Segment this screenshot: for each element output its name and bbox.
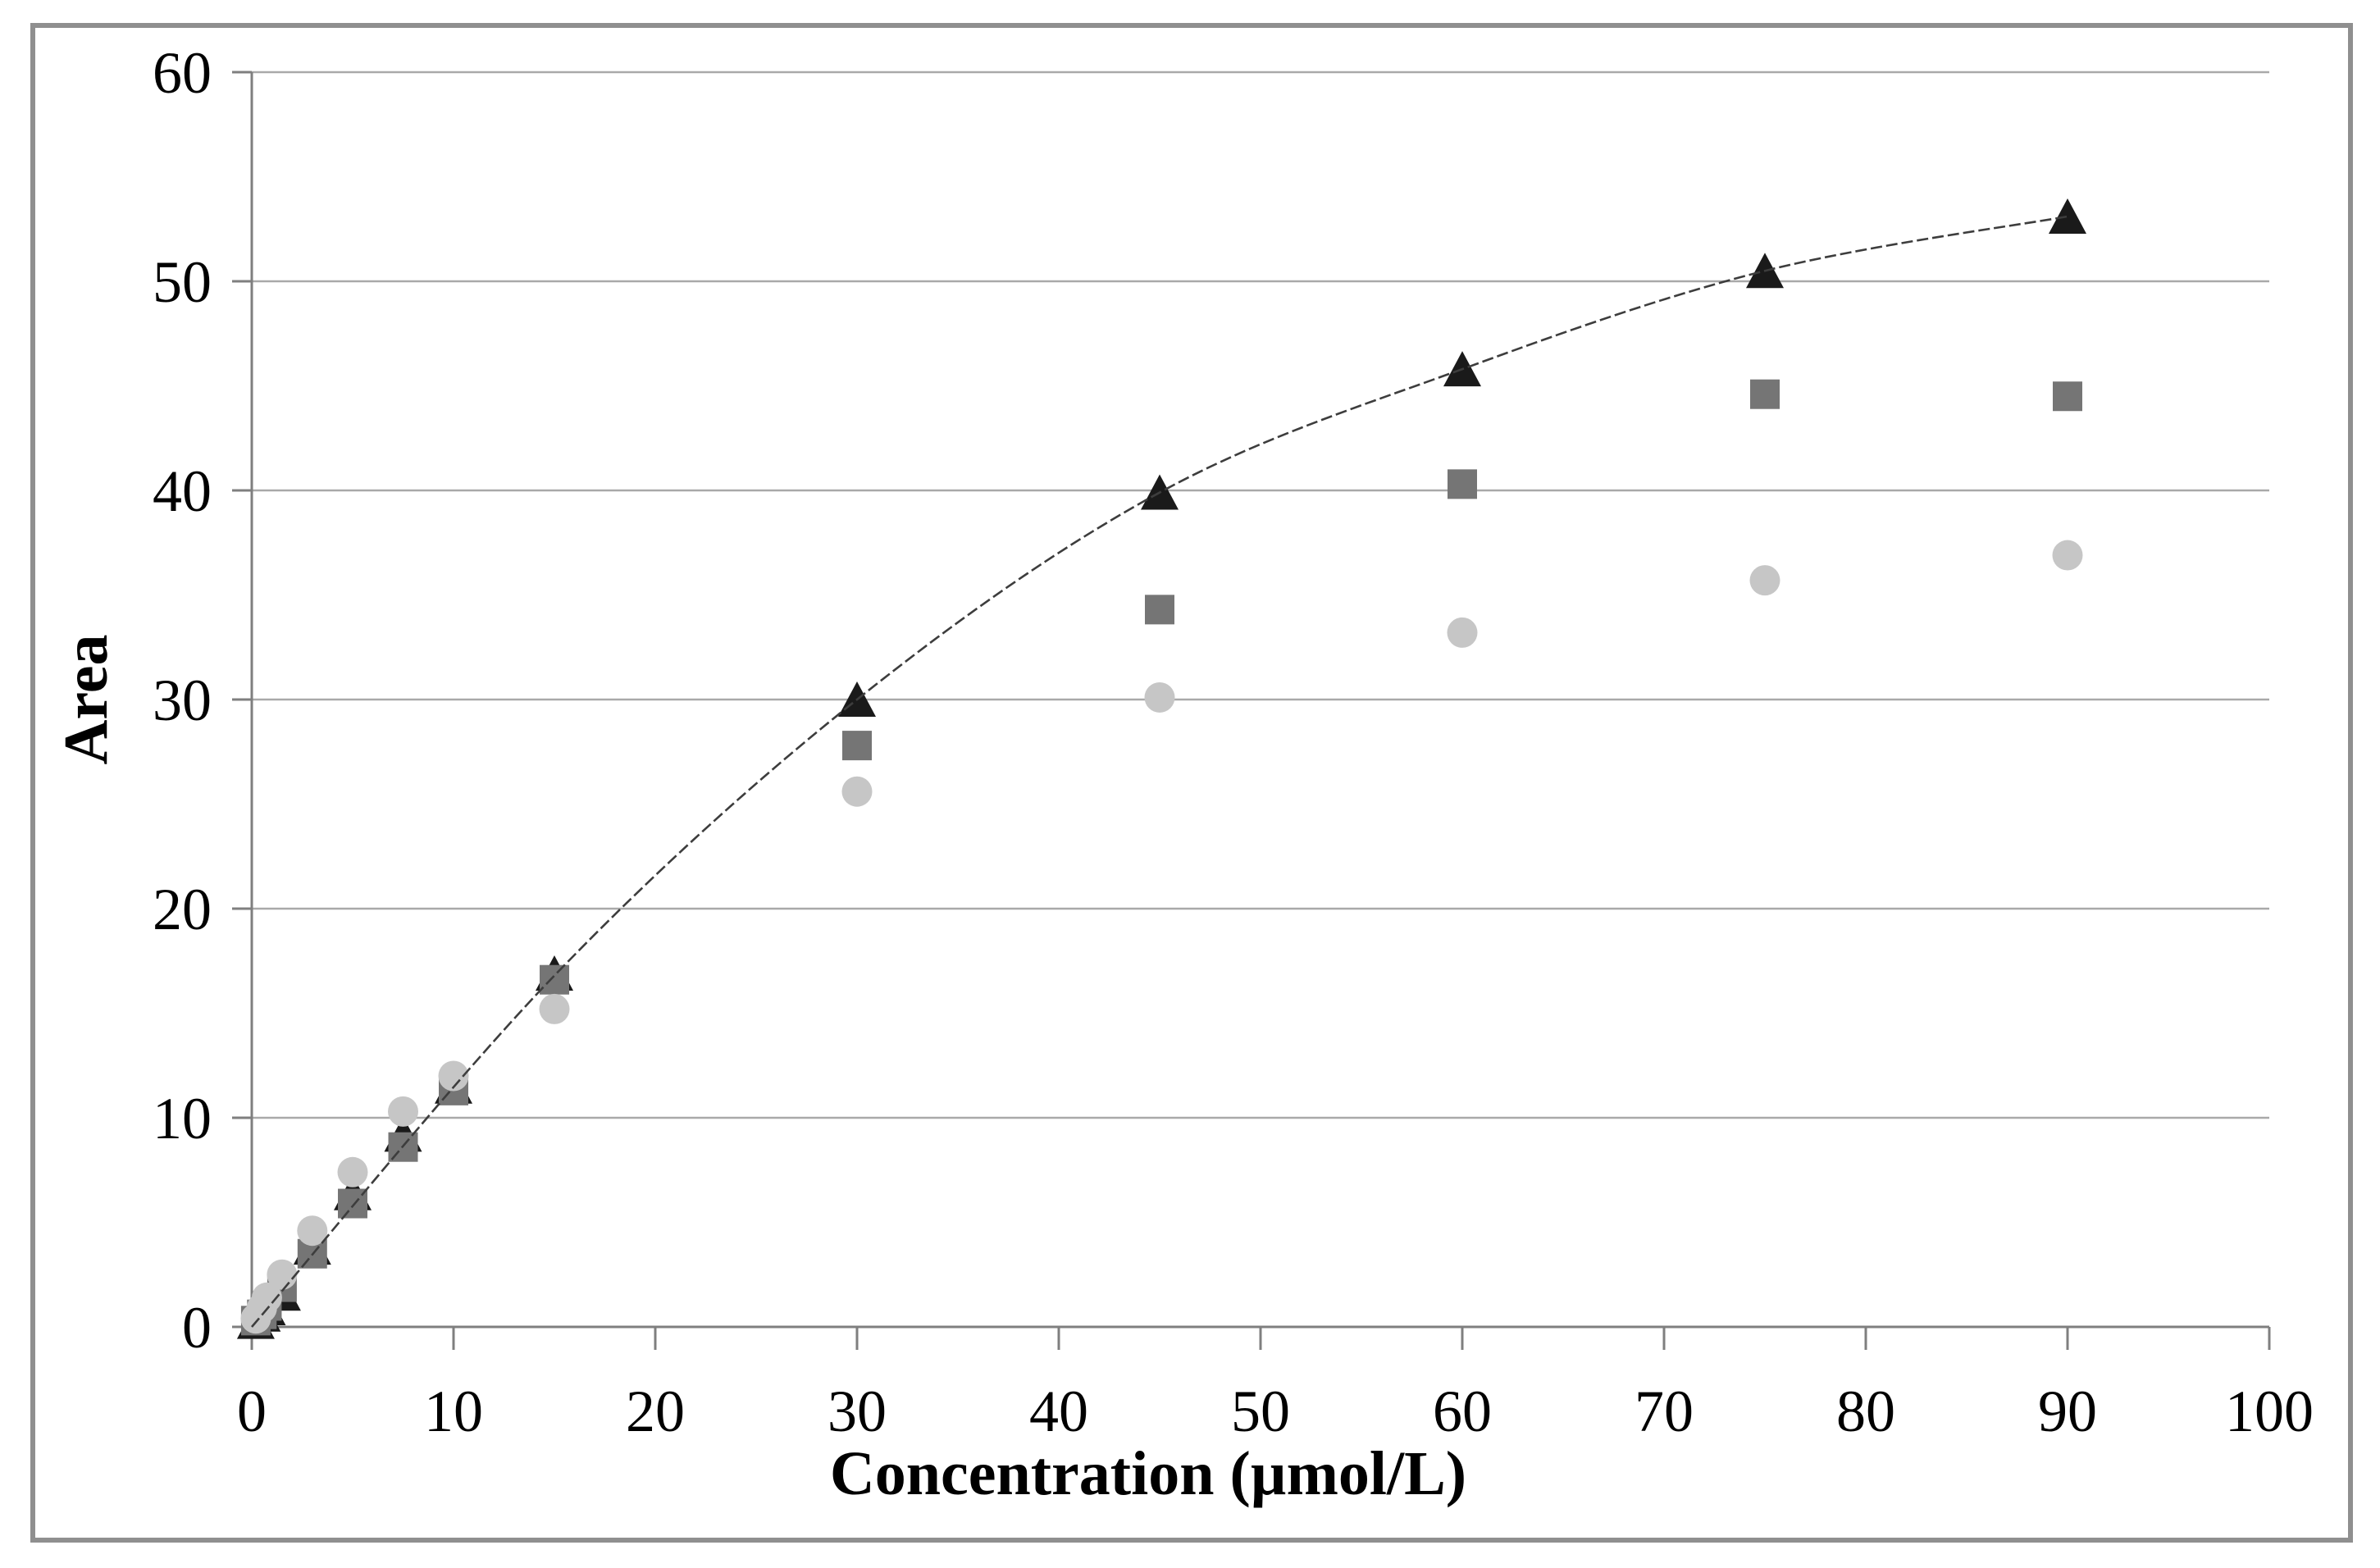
marker-circle: [2052, 540, 2083, 571]
x-tick-label: 30: [828, 1379, 887, 1444]
y-tick-label: 40: [153, 458, 212, 524]
figure-border: [30, 23, 2353, 1543]
marker-square: [842, 731, 872, 761]
marker-triangle: [2049, 198, 2086, 234]
y-tick-label: 50: [153, 249, 212, 315]
x-tick-label: 10: [424, 1379, 483, 1444]
fit-curve: [251, 215, 2068, 1328]
y-axis-title: Area: [52, 635, 121, 765]
x-axis-title: Concentration (µmol/L): [830, 1439, 1466, 1508]
x-tick-label: 80: [1836, 1379, 1895, 1444]
y-tick-label: 30: [153, 668, 212, 733]
marker-circle: [438, 1060, 469, 1092]
marker-circle: [1144, 681, 1175, 713]
y-tick-label: 10: [153, 1086, 212, 1151]
x-tick-label: 70: [1635, 1379, 1694, 1444]
x-tick-label: 50: [1231, 1379, 1290, 1444]
marker-square: [1145, 595, 1174, 625]
x-tick-label: 60: [1433, 1379, 1492, 1444]
tick-labels: 0 10 20 30 40 50 60 70 80 90 100 0 10 20 30 40 50 60: [153, 40, 2314, 1444]
x-tick-label: 90: [2038, 1379, 2097, 1444]
marker-circle: [1749, 565, 1780, 596]
y-tick-label: 20: [153, 877, 212, 942]
y-tick-label: 0: [182, 1295, 212, 1361]
x-tick-label: 100: [2225, 1379, 2314, 1444]
marker-square: [540, 964, 569, 995]
marker-circle: [388, 1096, 418, 1127]
marker-circle: [251, 1282, 282, 1313]
x-tick-label: 40: [1029, 1379, 1088, 1444]
marker-circle: [337, 1156, 368, 1187]
marker-square: [2053, 381, 2082, 412]
data-points: [236, 198, 2086, 1339]
gridlines: [252, 71, 2269, 1119]
marker-circle: [267, 1259, 298, 1290]
x-tick-label: 20: [626, 1379, 685, 1444]
y-tick-label: 60: [153, 40, 212, 106]
axes: [232, 71, 2271, 1350]
marker-circle: [297, 1215, 328, 1247]
marker-square: [1750, 379, 1780, 409]
x-tick-label: 0: [237, 1379, 267, 1444]
marker-circle: [1447, 617, 1478, 648]
marker-circle: [539, 993, 570, 1024]
marker-square: [1448, 469, 1477, 499]
fit-curve-layer: [251, 215, 2068, 1328]
marker-circle: [841, 776, 873, 807]
